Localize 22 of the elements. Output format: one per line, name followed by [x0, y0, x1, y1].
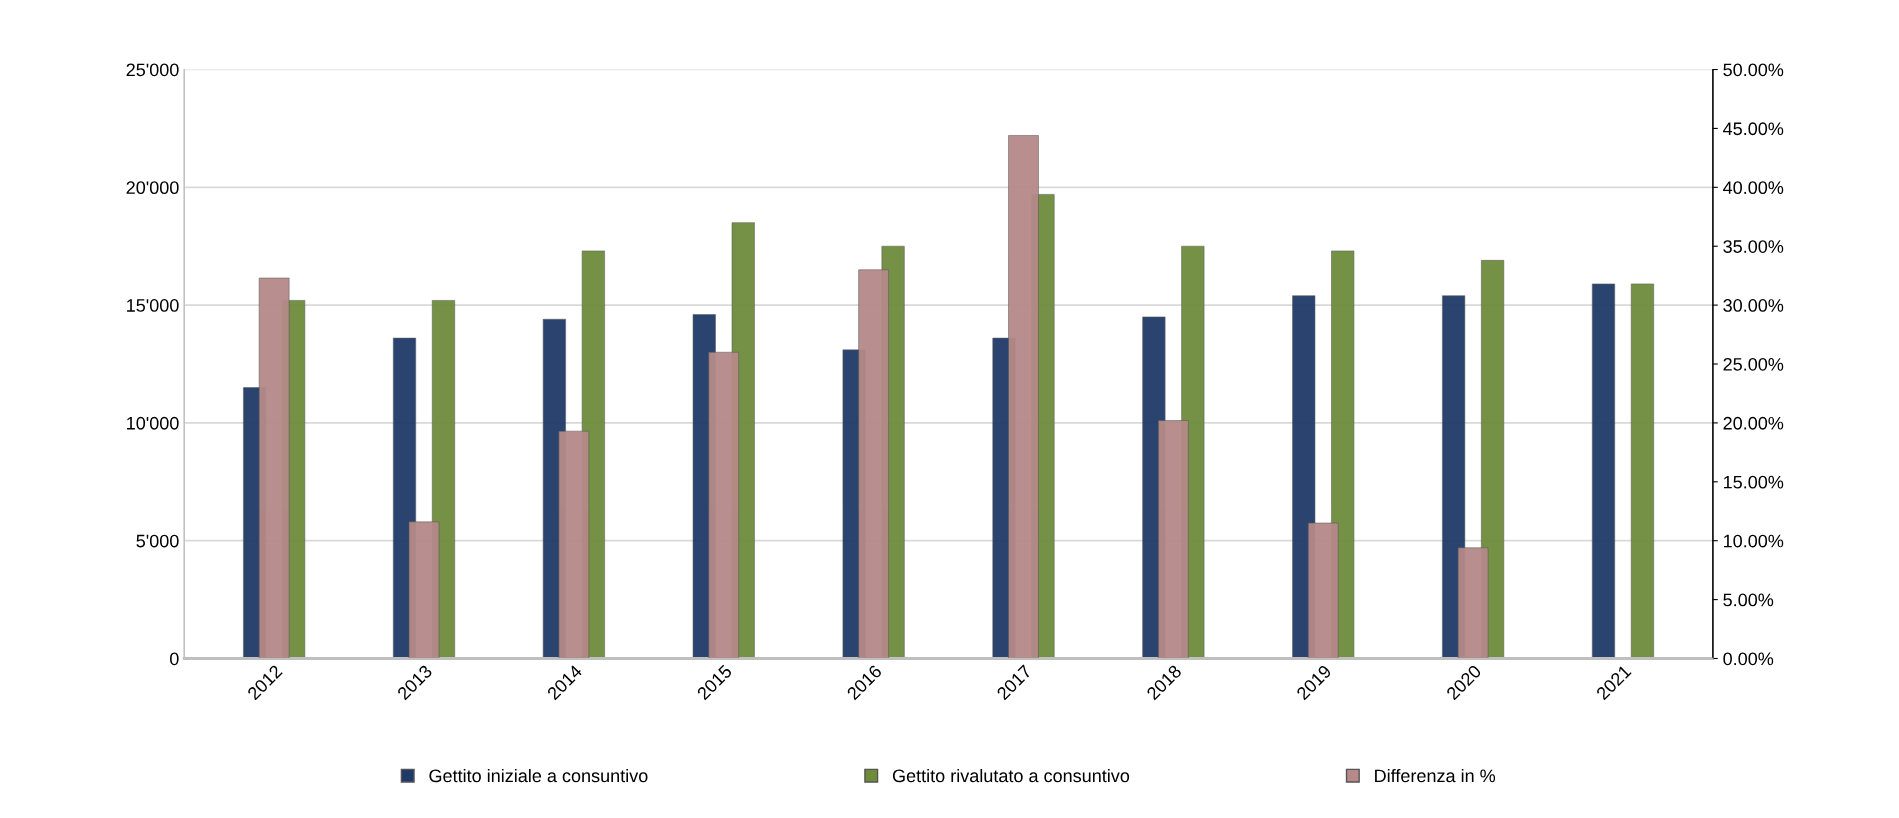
- y-tick-label: 10'000: [127, 416, 179, 430]
- bar: [1630, 283, 1654, 659]
- y2-tick-label: 50.00%: [1723, 63, 1784, 77]
- y2-tick-label: 20.00%: [1723, 416, 1784, 430]
- y2-tick-label: 30.00%: [1723, 299, 1784, 312]
- y2-tick-label: 40.00%: [1723, 181, 1784, 195]
- y2-tick-label: 35.00%: [1723, 240, 1784, 253]
- y-tick-label: 20'000: [126, 181, 179, 195]
- y-tick-label: 15'000: [127, 299, 179, 312]
- y2-tick-label: 0.00%: [1723, 652, 1774, 666]
- y2-tick-label: 45.00%: [1723, 122, 1784, 136]
- y2-tick-label: 15.00%: [1724, 475, 1784, 489]
- y2-tick-label: 25.00%: [1723, 357, 1784, 371]
- legend-label: Gettito iniziale a consuntivo: [429, 768, 648, 783]
- y2-tick-label: 10.00%: [1724, 534, 1784, 548]
- y2-tick-label: 5.00%: [1723, 593, 1774, 607]
- y-tick-label: 25'000: [126, 63, 179, 77]
- bar: [1591, 283, 1616, 659]
- legend-label: Differenza in %: [1375, 768, 1496, 783]
- y-tick-label: 0: [170, 652, 179, 666]
- legend-label: Gettito rivalutato a consuntivo: [892, 768, 1130, 783]
- y-tick-label: 5'000: [136, 534, 179, 548]
